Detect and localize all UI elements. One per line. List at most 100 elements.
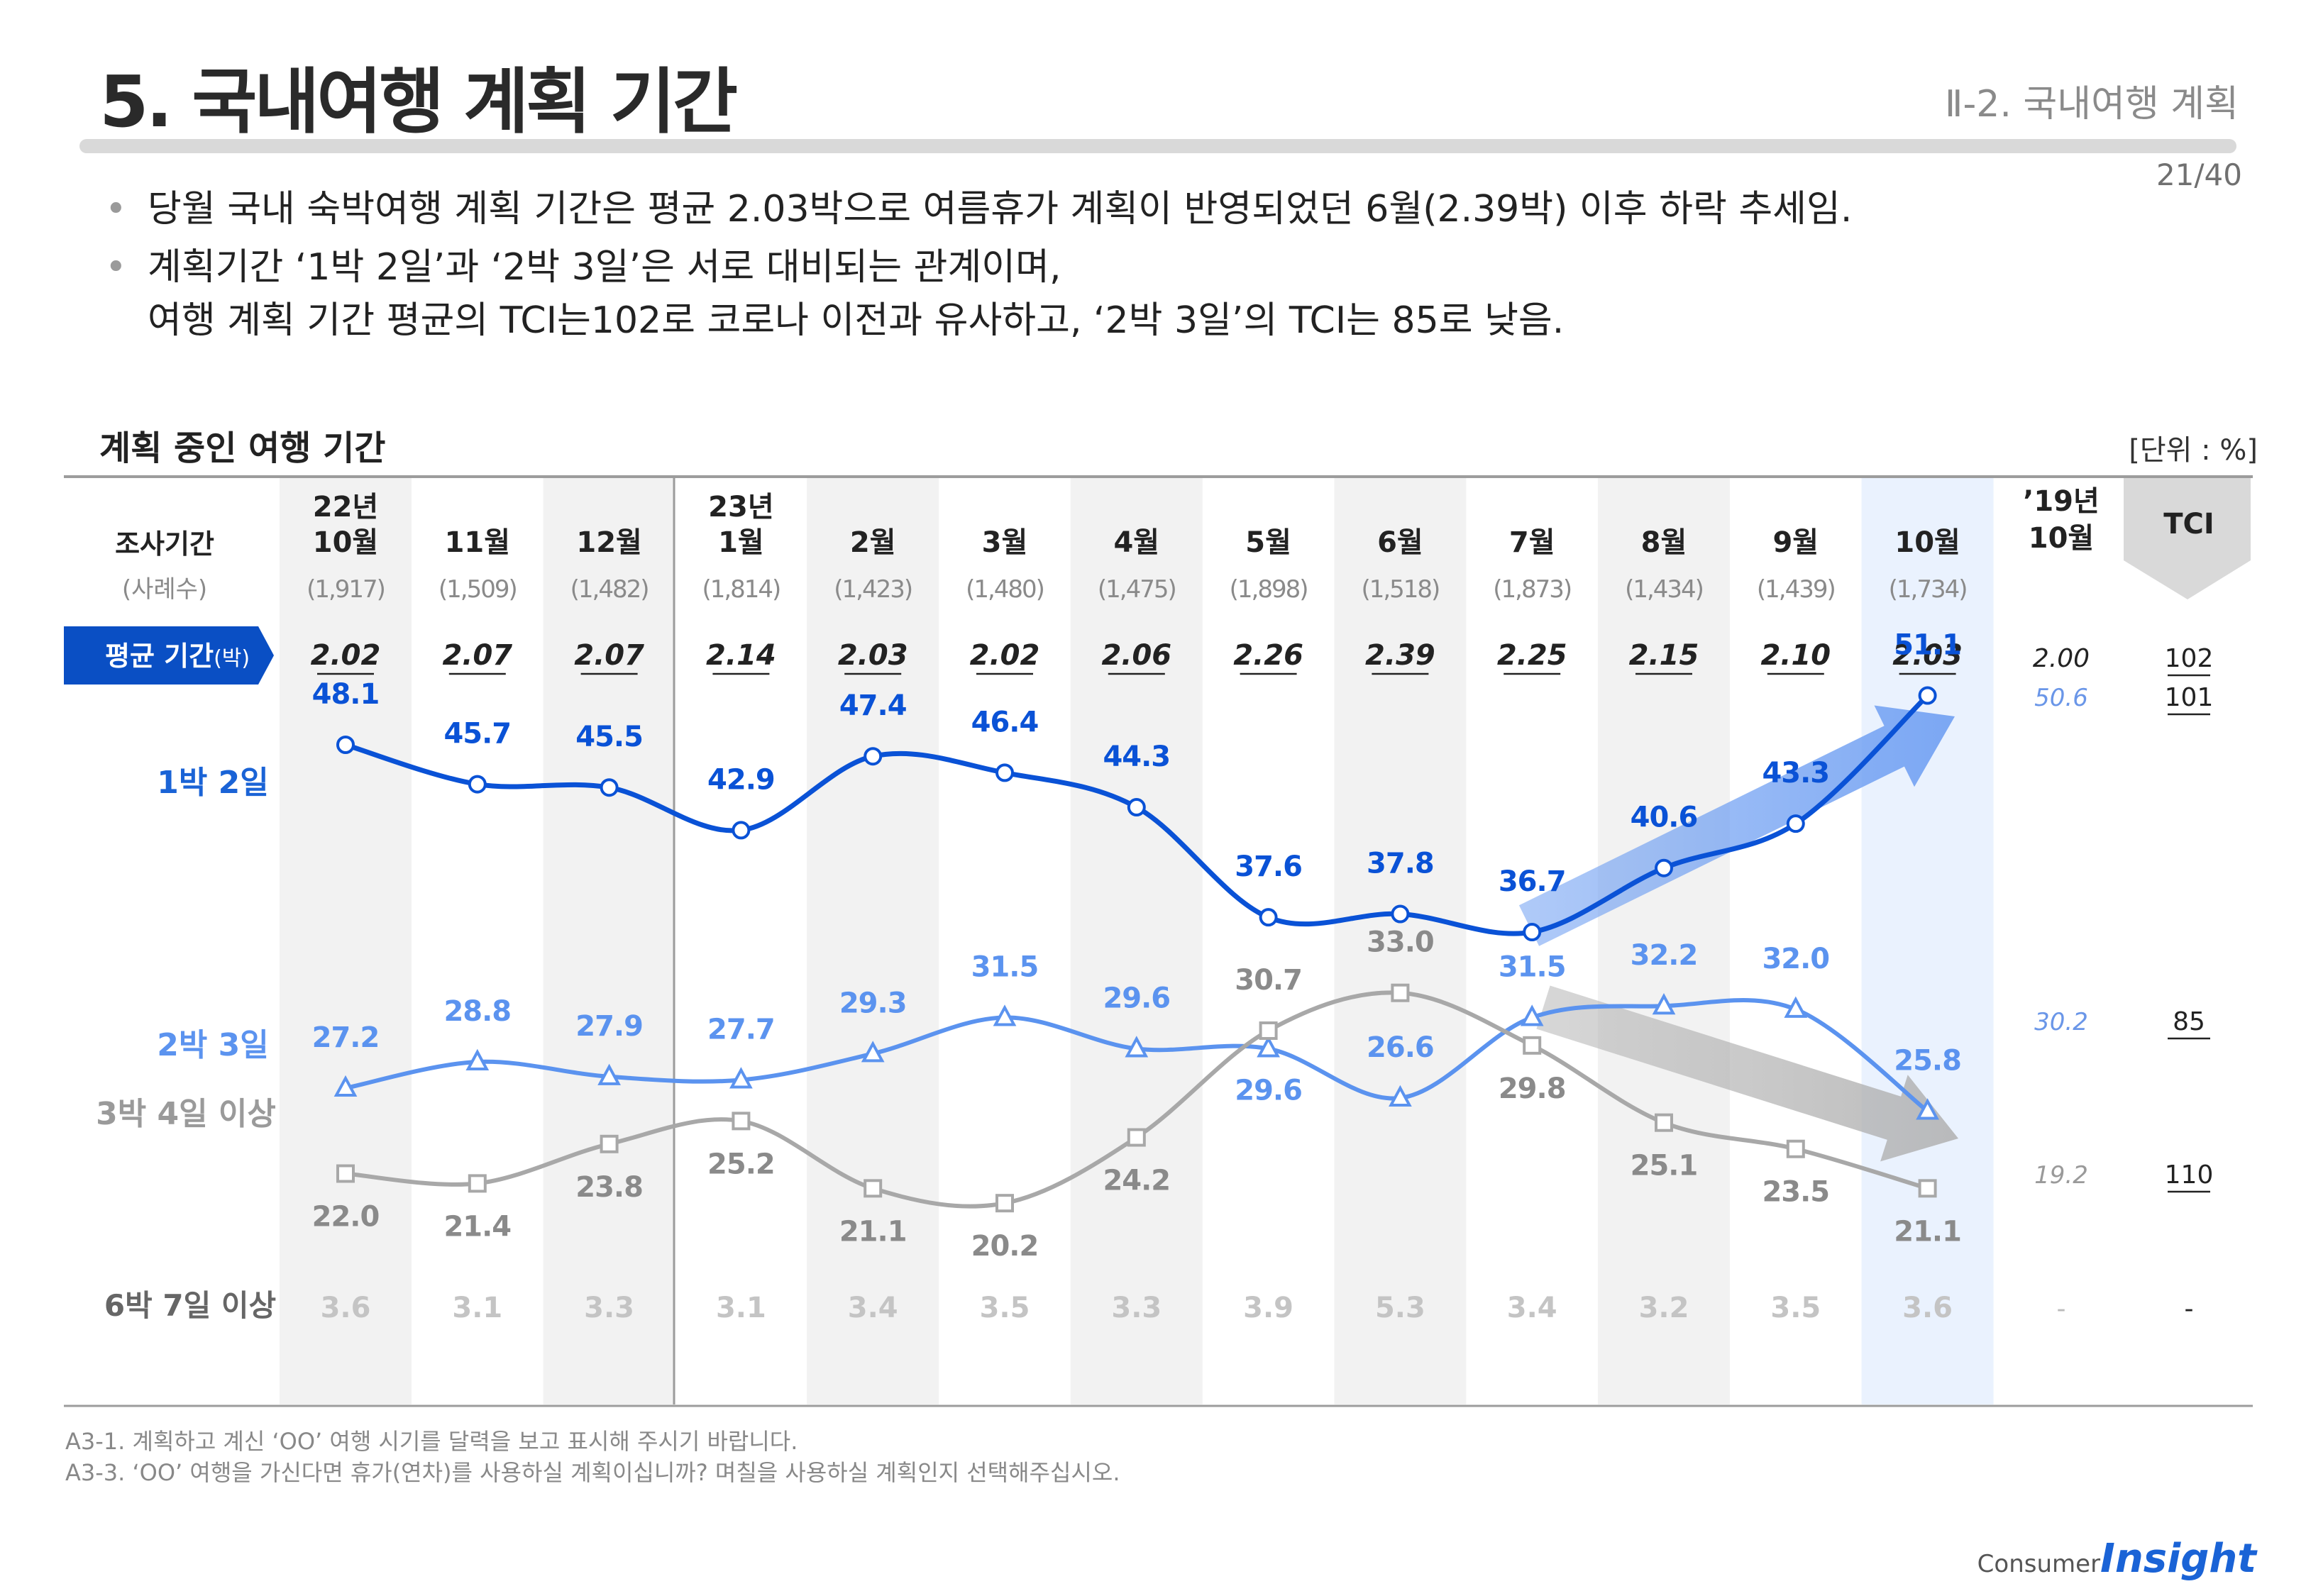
- header-month: 3월: [982, 526, 1028, 559]
- average-value: 2.02: [970, 639, 1040, 672]
- point-marker: [729, 1067, 753, 1089]
- trend-arrow-down: [1536, 985, 1958, 1162]
- column-bands: [280, 477, 2251, 1404]
- six-nights-tci: -: [2185, 1295, 2194, 1324]
- six-nights-value: 3.3: [1111, 1292, 1162, 1324]
- six-nights-value: 3.9: [1243, 1292, 1293, 1324]
- average-value: 2.25: [1497, 639, 1567, 672]
- point-marker: [1652, 993, 1676, 1015]
- point-marker: [465, 1048, 490, 1070]
- data-label: 20.2: [971, 1230, 1039, 1263]
- average-value: 2.03: [1892, 639, 1963, 672]
- data-label: 27.2: [312, 1021, 380, 1054]
- six-nights-value: 3.5: [980, 1292, 1030, 1324]
- data-label: 30.7: [1235, 964, 1302, 997]
- footnote-1: A3-1. 계획하고 계신 ‘OO’ 여행 시기를 달력을 보고 표시해 주시기…: [65, 1428, 798, 1455]
- data-label: 26.6: [1367, 1031, 1434, 1064]
- data-label: 27.9: [575, 1010, 643, 1043]
- brand-prefix: Consumer: [1977, 1550, 2101, 1578]
- header-month: 10월: [1894, 526, 1960, 559]
- average-value: 2.26: [1233, 639, 1303, 672]
- point-marker: [1655, 1113, 1673, 1132]
- header-year: 23년: [708, 491, 773, 523]
- ref-2019-value: 50.6: [2034, 684, 2088, 712]
- header-month: 1월: [718, 526, 764, 559]
- header-month: 9월: [1772, 526, 1819, 559]
- data-label: 47.4: [839, 689, 907, 722]
- point-marker: [1389, 1085, 1412, 1107]
- tci-value: 85: [2173, 1007, 2205, 1036]
- data-label: 33.0: [1367, 926, 1434, 959]
- point-marker: [1127, 798, 1146, 817]
- series-name-label: 1박 2일: [157, 765, 269, 801]
- ref-2019-value: 19.2: [2034, 1161, 2088, 1190]
- point-marker: [1125, 1036, 1149, 1058]
- point-marker: [468, 775, 487, 794]
- section-label: Ⅱ-2. 국내여행 계획: [1944, 83, 2239, 126]
- data-label: 21.1: [1894, 1215, 1961, 1248]
- point-marker: [1257, 1036, 1280, 1058]
- header-sample-size: (1,482): [570, 575, 649, 604]
- six-nights-ref-2019: -: [2057, 1295, 2066, 1324]
- average-ref-2019: 2.00: [2033, 644, 2090, 673]
- bullet-2: • 계획기간 ‘1박 2일’과 ‘2박 3일’은 서로 대비되는 관계이며, 여행…: [105, 237, 1564, 343]
- page-number: 21/40: [2156, 157, 2242, 192]
- column-band-11: [1598, 477, 1730, 1404]
- point-marker: [732, 1112, 751, 1131]
- six-nights-value: 3.4: [1507, 1292, 1557, 1324]
- point-marker: [1655, 858, 1673, 877]
- data-label: 23.5: [1762, 1176, 1829, 1209]
- header-sample-size: (1,509): [438, 575, 517, 604]
- column-band-5: [807, 477, 939, 1404]
- point-marker: [861, 1041, 885, 1063]
- header-month: 12월: [576, 526, 641, 559]
- header-sample-size: (1,480): [966, 575, 1044, 604]
- header-sample-size: (1,434): [1625, 575, 1703, 604]
- point-marker: [1127, 1128, 1146, 1147]
- average-value: 2.02: [311, 639, 381, 672]
- data-label: 37.6: [1235, 850, 1302, 883]
- column-headers: 조사기간(사례수)22년10월(1,917)11월(1,509)12월(1,48…: [64, 485, 2214, 685]
- bullet-1: • 당월 국내 숙박여행 계획 기간은 평균 2.03박으로 여름휴가 계획이 반…: [105, 179, 1852, 232]
- tci-column-label: TCI: [2163, 508, 2214, 541]
- data-label: 27.7: [707, 1013, 775, 1046]
- chart-title: 계획 중인 여행 기간: [99, 428, 386, 468]
- data-label: 29.8: [1499, 1073, 1566, 1105]
- bullet-2-line-1: 계획기간 ‘1박 2일’과 ‘2박 3일’은 서로 대비되는 관계이며,: [148, 246, 1061, 289]
- data-label: 23.8: [575, 1171, 643, 1204]
- point-marker: [993, 1004, 1017, 1026]
- row-header-sublabel: (사례수): [122, 575, 207, 604]
- average-value: 2.07: [442, 639, 512, 672]
- data-labels: 48.1 45.7 45.5 42.9 47.4 46.4 44.3 37.6 37.8 36.7…: [96, 629, 2213, 1324]
- column-band-13: [1861, 477, 1994, 1404]
- header-month: 2월: [850, 526, 896, 559]
- brand-name: Insight: [2100, 1536, 2256, 1582]
- six-nights-value: 3.2: [1639, 1292, 1689, 1324]
- header-sample-size: (1,873): [1493, 575, 1571, 604]
- point-marker: [1523, 1036, 1542, 1055]
- data-label: 29.6: [1235, 1074, 1302, 1107]
- point-marker: [732, 821, 751, 840]
- point-marker: [1918, 686, 1937, 705]
- point-marker: [864, 1179, 883, 1198]
- average-value: 2.39: [1365, 639, 1435, 672]
- data-label: 32.2: [1631, 939, 1698, 972]
- data-label: 29.3: [839, 987, 907, 1019]
- data-label: 51.1: [1894, 629, 1961, 662]
- header-sample-size: (1,518): [1361, 575, 1439, 604]
- tci-header-shape: [2124, 477, 2251, 599]
- bullet-1-text: 당월 국내 숙박여행 계획 기간은 평균 2.03박으로 여름휴가 계획이 반영…: [148, 188, 1853, 231]
- tci-value: 110: [2165, 1160, 2214, 1190]
- data-label: 44.3: [1103, 741, 1170, 773]
- point-marker: [1784, 996, 1808, 1018]
- average-value: 2.10: [1760, 639, 1831, 672]
- tci-value: 101: [2165, 683, 2214, 712]
- data-label: 48.1: [312, 678, 380, 711]
- data-label: 28.8: [443, 995, 511, 1028]
- point-marker: [995, 1194, 1014, 1213]
- average-value: 2.06: [1101, 639, 1171, 672]
- column-band-1: [280, 477, 412, 1404]
- point-marker: [1918, 1179, 1937, 1198]
- header-sample-size: (1,734): [1889, 575, 1967, 604]
